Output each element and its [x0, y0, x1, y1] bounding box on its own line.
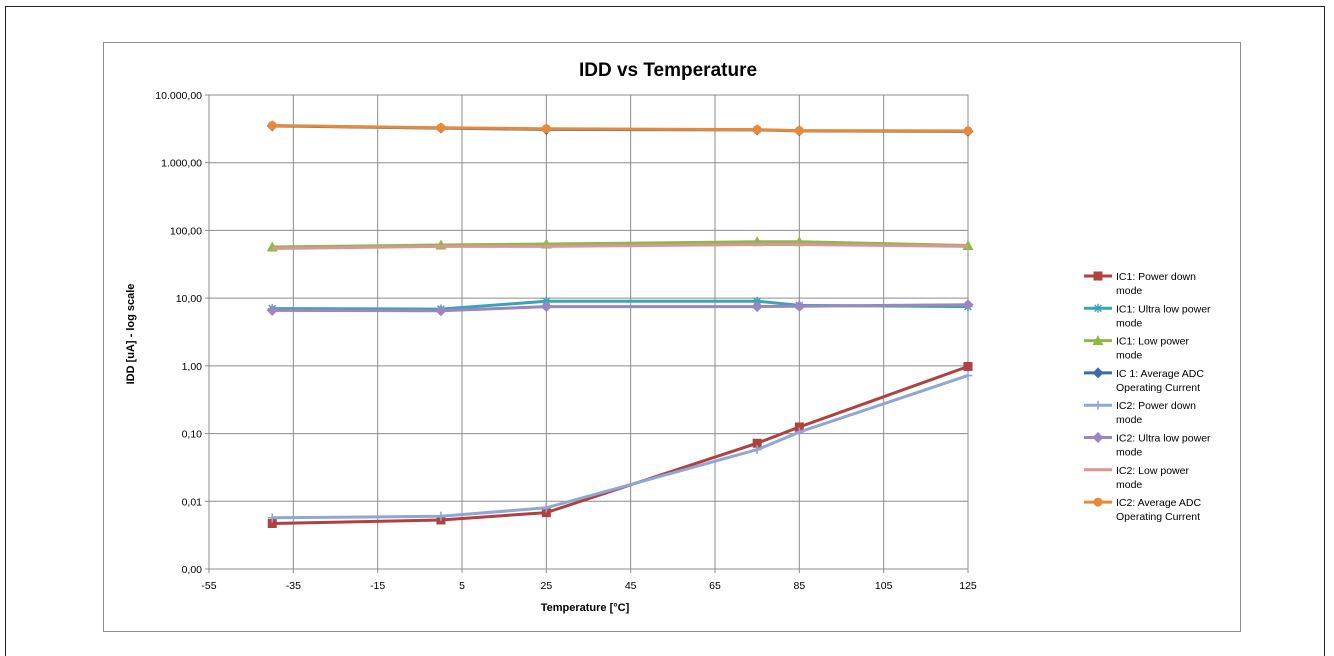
x-tick-label: 25 — [540, 580, 552, 592]
grid — [205, 94, 969, 573]
legend: IC1: Power down mode IC1: Ultra low power m… — [1084, 271, 1211, 523]
y-axis-title: IDD [uA] - log scale — [125, 284, 137, 385]
y-tick-label: 1.000,00 — [161, 158, 202, 170]
y-tick-label: 0,00 — [182, 564, 203, 576]
legend-label: IC1: Power down — [1116, 271, 1196, 283]
data-point — [436, 511, 446, 521]
data-point — [794, 126, 804, 136]
data-point — [752, 438, 762, 448]
data-point — [435, 305, 447, 317]
data-point — [962, 299, 974, 311]
data-point — [436, 123, 446, 133]
tick-labels: -55 -35 -15 5 25 45 65 85 105 125 0,00 0,01 0,10 1,00… — [155, 90, 977, 592]
legend-marker — [1092, 432, 1104, 443]
x-tick-label: -35 — [286, 580, 301, 592]
legend-marker — [1092, 335, 1104, 346]
y-tick-label: 10,00 — [176, 293, 202, 305]
series-layer — [266, 120, 974, 528]
legend-label: mode — [1116, 447, 1142, 459]
series-line — [272, 303, 969, 313]
series-6 — [266, 299, 974, 317]
legend-item: IC1: Ultra low power mode — [1084, 303, 1211, 329]
legend-label: mode — [1116, 350, 1142, 362]
legend-item: IC2: Low power mode — [1084, 465, 1189, 491]
legend-marker — [1093, 497, 1103, 507]
y-tick-label: 100,00 — [170, 225, 202, 237]
data-point — [752, 445, 762, 455]
x-tick-label: 45 — [625, 580, 637, 592]
chart-area — [103, 42, 1241, 632]
x-tick-label: 65 — [709, 580, 721, 592]
data-point — [266, 304, 278, 316]
data-point — [540, 301, 552, 313]
x-axis-title: Temperature [°C] — [541, 602, 630, 614]
x-tick-label: 5 — [459, 580, 465, 592]
data-point — [794, 427, 804, 437]
series-8 — [267, 120, 973, 136]
legend-marker — [1092, 367, 1104, 379]
chart-title: IDD vs Temperature — [579, 60, 757, 81]
legend-label: mode — [1116, 479, 1142, 491]
data-point — [793, 300, 805, 312]
series-5 — [267, 371, 973, 523]
legend-marker — [1093, 400, 1103, 410]
series-1 — [267, 361, 973, 528]
x-tick-label: -15 — [370, 580, 385, 592]
data-point — [541, 124, 551, 134]
y-tick-label: 1,00 — [182, 361, 203, 373]
x-tick-label: 125 — [959, 580, 977, 592]
y-tick-label: 0,01 — [182, 496, 203, 508]
legend-item: IC2: Power down mode — [1084, 400, 1196, 426]
legend-label: Operating Current — [1116, 382, 1200, 394]
series-line — [272, 124, 969, 133]
legend-label: IC1: Low power — [1116, 336, 1189, 348]
data-point — [794, 422, 804, 432]
outer-frame — [5, 6, 1325, 656]
x-tick-label: 105 — [875, 580, 893, 592]
data-point — [267, 518, 277, 528]
legend-label: mode — [1116, 317, 1142, 329]
series-7 — [272, 243, 969, 250]
legend-item: IC2: Average ADC Operating Current — [1084, 497, 1201, 523]
legend-marker — [1093, 303, 1103, 313]
legend-item: IC1: Low power mode — [1084, 335, 1189, 362]
legend-item: IC2: Ultra low power mode — [1084, 432, 1211, 459]
data-point — [267, 120, 277, 130]
x-tick-label: 85 — [793, 580, 805, 592]
legend-label: Operating Current — [1116, 511, 1200, 523]
legend-label: IC2: Low power — [1116, 465, 1189, 477]
data-point — [751, 301, 763, 313]
legend-label: mode — [1116, 414, 1142, 426]
legend-item: IC1: Power down mode — [1084, 271, 1196, 297]
data-point — [541, 503, 551, 513]
legend-item: IC 1: Average ADC Operating Current — [1084, 367, 1204, 394]
legend-label: mode — [1116, 285, 1142, 297]
series-line — [272, 374, 969, 520]
data-point — [541, 508, 551, 518]
series-line — [272, 365, 969, 525]
y-tick-label: 0,10 — [182, 429, 203, 441]
legend-label: IC2: Average ADC — [1116, 497, 1201, 509]
plot-border — [208, 94, 969, 570]
data-point — [963, 126, 973, 136]
data-point — [752, 125, 762, 135]
x-tick-label: -55 — [201, 580, 216, 592]
legend-label: IC 1: Average ADC — [1116, 368, 1204, 380]
series-line — [272, 243, 969, 250]
legend-label: IC1: Ultra low power — [1116, 303, 1211, 315]
legend-label: IC2: Power down — [1116, 400, 1196, 412]
data-point — [963, 371, 973, 381]
data-point — [963, 361, 973, 371]
legend-marker — [1093, 271, 1103, 281]
legend-label: IC2: Ultra low power — [1116, 433, 1211, 445]
y-tick-label: 10.000,00 — [155, 90, 202, 102]
data-point — [267, 513, 277, 523]
